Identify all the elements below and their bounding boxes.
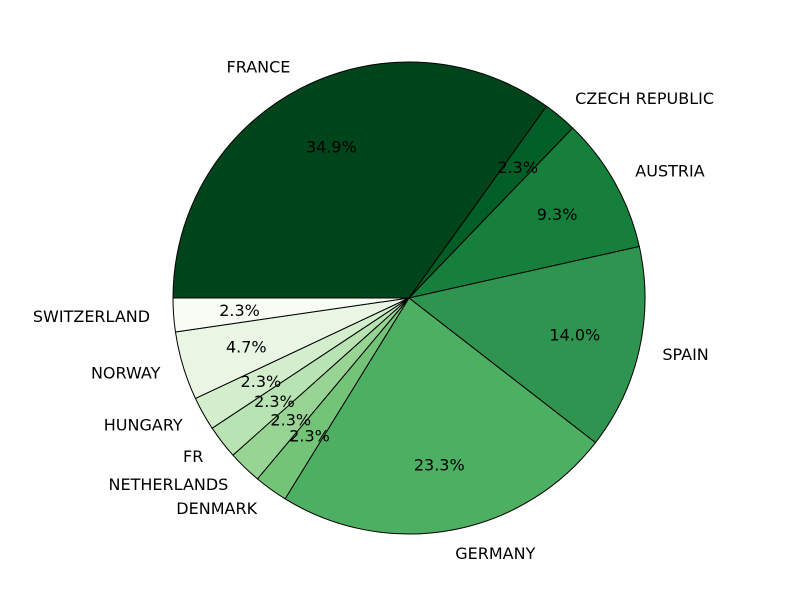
pie-slice-spain (408, 246, 646, 444)
category-label-czech-republic: CZECH REPUBLIC (575, 89, 714, 108)
pie-slice-france (172, 61, 548, 299)
category-labels: FRANCE CZECH REPUBLIC AUSTRIA SPAIN GERMANY D… (33, 58, 714, 563)
pie-slices (172, 61, 646, 535)
percent-label-netherlands: 2.3% (270, 411, 311, 430)
percent-label-austria: 9.3% (537, 205, 578, 224)
percent-label-spain: 14.0% (549, 326, 600, 345)
category-label-hungary: HUNGARY (104, 416, 183, 435)
category-label-germany: GERMANY (455, 544, 535, 563)
category-label-austria: AUSTRIA (635, 161, 704, 180)
pie-slice-austria (408, 127, 640, 299)
category-label-france: FRANCE (227, 58, 291, 77)
percent-label-germany: 23.3% (414, 456, 465, 475)
percent-label-switzerland: 2.3% (219, 301, 260, 320)
percent-label-czech-republic: 2.3% (497, 158, 538, 177)
percent-label-norway: 4.7% (226, 337, 267, 356)
category-label-norway: NORWAY (91, 363, 161, 382)
category-label-spain: SPAIN (662, 345, 708, 364)
percent-labels: 34.9%2.3%9.3%14.0%23.3%2.3%2.3%2.3%2.3%4… (219, 137, 600, 474)
percent-label-france: 34.9% (306, 137, 357, 156)
category-label-fr: FR (183, 447, 203, 466)
pie-slice-germany (284, 297, 596, 535)
category-label-switzerland: SWITZERLAND (33, 307, 150, 326)
category-label-denmark: DENMARK (176, 499, 257, 518)
percent-label-denmark: 2.3% (289, 426, 330, 445)
percent-label-fr: 2.3% (254, 392, 295, 411)
pie-slice-switzerland (172, 297, 410, 333)
category-label-netherlands: NETHERLANDS (109, 475, 229, 494)
percent-label-hungary: 2.3% (241, 372, 282, 391)
